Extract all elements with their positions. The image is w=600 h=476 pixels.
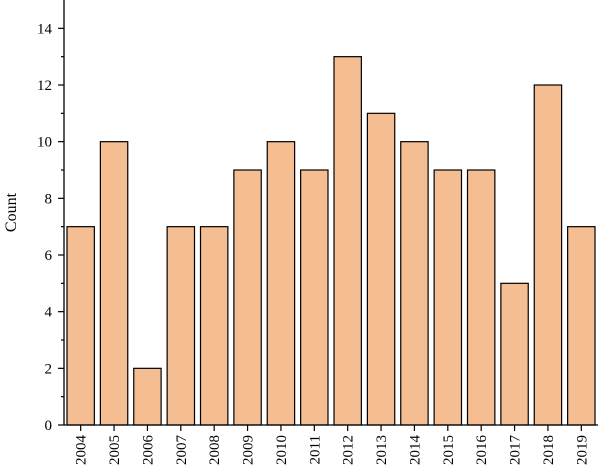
y-tick-label: 10 <box>37 135 52 151</box>
x-tick-label: 2019 <box>574 435 590 465</box>
x-tick-label: 2017 <box>508 435 524 466</box>
bar-2007 <box>166 226 196 426</box>
y-axis-label: Count <box>3 192 20 232</box>
bar-2018 <box>533 84 563 426</box>
x-tick-label: 2011 <box>307 435 323 464</box>
bar-2008 <box>199 226 229 426</box>
x-tick-label: 2015 <box>441 435 457 465</box>
x-tick-label: 2013 <box>374 435 390 465</box>
bar-2019 <box>567 226 596 426</box>
y-tick-label: 8 <box>45 191 53 207</box>
bars-layer <box>66 56 596 426</box>
bar-2017 <box>500 282 529 426</box>
bar-2013 <box>366 112 396 426</box>
x-tick-label: 2018 <box>541 435 557 465</box>
bar-2010 <box>266 141 296 426</box>
y-tick-label: 12 <box>37 78 52 94</box>
x-tick-label: 2010 <box>274 435 290 465</box>
x-tick-label: 2007 <box>174 435 190 466</box>
bar-2014 <box>400 141 429 426</box>
bar-2009 <box>233 169 262 426</box>
bar-2015 <box>433 169 463 426</box>
x-tick-label: 2005 <box>107 435 123 465</box>
x-tick-label: 2009 <box>241 435 257 465</box>
bar-2006 <box>133 367 162 426</box>
y-tick-label: 2 <box>45 361 53 377</box>
y-tick-label: 14 <box>37 21 53 37</box>
x-tick-label: 2006 <box>140 435 156 466</box>
x-tick-label: 2012 <box>341 435 357 465</box>
bar-2012 <box>333 56 362 426</box>
x-tick-label: 2016 <box>474 435 490 466</box>
x-tick-label: 2014 <box>407 435 423 466</box>
x-tick-label: 2008 <box>207 435 223 465</box>
y-tick-label: 6 <box>45 248 53 264</box>
bar-2016 <box>466 169 496 426</box>
y-ticks: 0 2 4 6 8 10 12 14 <box>37 21 64 434</box>
bar-2004 <box>66 226 95 426</box>
axes-layer <box>63 0 598 426</box>
x-ticks: 2004 2005 2006 2007 2008 2009 2010 2011 2012 2013… <box>74 425 590 466</box>
bar-2005 <box>99 141 129 426</box>
x-tick-label: 2004 <box>74 435 90 466</box>
bar-2011 <box>300 169 329 426</box>
y-tick-label: 0 <box>45 418 53 434</box>
y-tick-label: 4 <box>45 305 53 321</box>
